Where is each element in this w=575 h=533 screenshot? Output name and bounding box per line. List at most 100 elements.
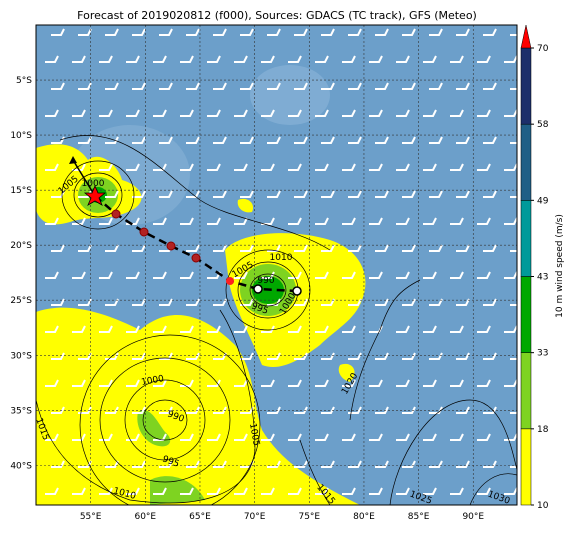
barb <box>342 109 356 117</box>
barb <box>375 190 389 198</box>
barb <box>99 433 113 441</box>
barb <box>78 28 92 36</box>
barb <box>510 304 517 306</box>
barb <box>186 244 200 252</box>
barb <box>234 55 248 63</box>
barb <box>342 487 356 495</box>
barb <box>267 136 281 144</box>
barb <box>429 82 443 90</box>
barb <box>78 460 92 468</box>
barb <box>321 190 335 198</box>
barb <box>105 298 119 306</box>
barb <box>423 379 437 387</box>
barb <box>423 55 437 63</box>
colorbar-bin <box>520 428 532 506</box>
barb <box>132 460 146 468</box>
barb <box>126 487 140 495</box>
barb <box>267 82 281 90</box>
barb <box>315 379 329 387</box>
barb <box>159 136 173 144</box>
colorbar-bin <box>520 200 532 277</box>
barb <box>234 487 248 495</box>
barb <box>180 217 194 225</box>
barb <box>180 487 194 495</box>
barb <box>240 82 254 90</box>
barb <box>477 433 491 441</box>
barb <box>429 190 443 198</box>
barb <box>234 379 248 387</box>
barb <box>450 217 464 225</box>
colorbar-bin <box>520 47 532 125</box>
barb <box>450 55 464 63</box>
barb <box>375 82 389 90</box>
barb <box>450 163 464 171</box>
colorbar: 10 18 33 43 49 58 70 <box>520 24 549 511</box>
barb <box>99 109 113 117</box>
barb <box>456 190 470 198</box>
barb <box>477 109 491 117</box>
barb <box>510 466 517 468</box>
map-title: Forecast of 2019020812 (f000), Sources: … <box>77 9 477 22</box>
barb <box>456 406 470 414</box>
barb <box>342 433 356 441</box>
barb <box>72 109 86 117</box>
barb <box>213 244 227 252</box>
barb <box>450 433 464 441</box>
barb <box>78 406 92 414</box>
barb <box>240 244 254 252</box>
barb <box>45 109 59 117</box>
barb <box>369 163 383 171</box>
colorbar-bin <box>520 276 532 353</box>
barb <box>477 379 491 387</box>
barb <box>72 163 86 171</box>
barb <box>483 136 497 144</box>
barb <box>288 163 302 171</box>
barb <box>321 82 335 90</box>
barb <box>78 298 92 306</box>
barb <box>51 190 65 198</box>
barb <box>180 163 194 171</box>
barb <box>132 298 146 306</box>
barb <box>504 163 517 171</box>
lon-label: 65°E <box>189 512 211 522</box>
barb <box>267 352 281 360</box>
barb <box>186 28 200 36</box>
barb <box>504 379 517 387</box>
barb <box>261 271 275 279</box>
barb <box>315 487 329 495</box>
barb <box>267 28 281 36</box>
barb <box>153 217 167 225</box>
barb <box>423 109 437 117</box>
barb <box>132 136 146 144</box>
barb <box>315 325 329 333</box>
barb <box>126 379 140 387</box>
barb <box>375 244 389 252</box>
barb <box>477 325 491 333</box>
barb <box>315 163 329 171</box>
lon-label: 90°E <box>462 512 484 522</box>
barb <box>402 136 416 144</box>
barb <box>504 217 517 225</box>
barb <box>402 244 416 252</box>
barb <box>396 487 410 495</box>
barb <box>483 244 497 252</box>
barb <box>51 82 65 90</box>
barb <box>51 28 65 36</box>
barb <box>261 379 275 387</box>
barb <box>402 190 416 198</box>
barb <box>153 379 167 387</box>
lat-label: 30°S <box>10 351 32 361</box>
lon-label: 70°E <box>244 512 266 522</box>
barb <box>321 298 335 306</box>
barb <box>423 217 437 225</box>
barb <box>99 163 113 171</box>
barb <box>234 271 248 279</box>
barb <box>126 55 140 63</box>
barb <box>180 433 194 441</box>
axis-labels: 55°E 60°E 65°E 70°E 75°E 80°E 85°E 90°E 5°S 10°S 1… <box>10 76 484 522</box>
barb <box>423 325 437 333</box>
barb <box>126 109 140 117</box>
barb <box>105 28 119 36</box>
barb <box>396 217 410 225</box>
